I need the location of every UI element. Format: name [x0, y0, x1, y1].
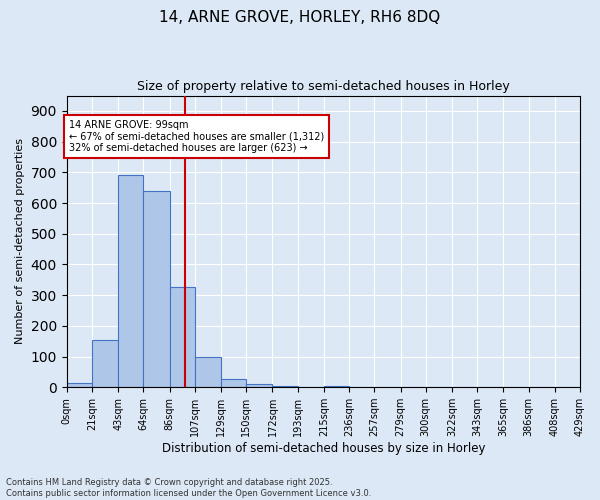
Text: Contains HM Land Registry data © Crown copyright and database right 2025.
Contai: Contains HM Land Registry data © Crown c…	[6, 478, 371, 498]
Bar	[246, 384, 272, 387]
Bar	[324, 386, 349, 387]
Bar	[272, 386, 298, 387]
Y-axis label: Number of semi-detached properties: Number of semi-detached properties	[15, 138, 25, 344]
Bar	[221, 378, 246, 387]
Bar	[92, 340, 118, 387]
Bar	[118, 176, 143, 387]
Text: 14 ARNE GROVE: 99sqm
← 67% of semi-detached houses are smaller (1,312)
32% of se: 14 ARNE GROVE: 99sqm ← 67% of semi-detac…	[69, 120, 324, 154]
Bar	[194, 357, 221, 387]
Bar	[170, 288, 194, 387]
Bar	[143, 190, 170, 387]
Title: Size of property relative to semi-detached houses in Horley: Size of property relative to semi-detach…	[137, 80, 510, 93]
X-axis label: Distribution of semi-detached houses by size in Horley: Distribution of semi-detached houses by …	[161, 442, 485, 455]
Bar	[67, 382, 92, 387]
Text: 14, ARNE GROVE, HORLEY, RH6 8DQ: 14, ARNE GROVE, HORLEY, RH6 8DQ	[160, 10, 440, 25]
